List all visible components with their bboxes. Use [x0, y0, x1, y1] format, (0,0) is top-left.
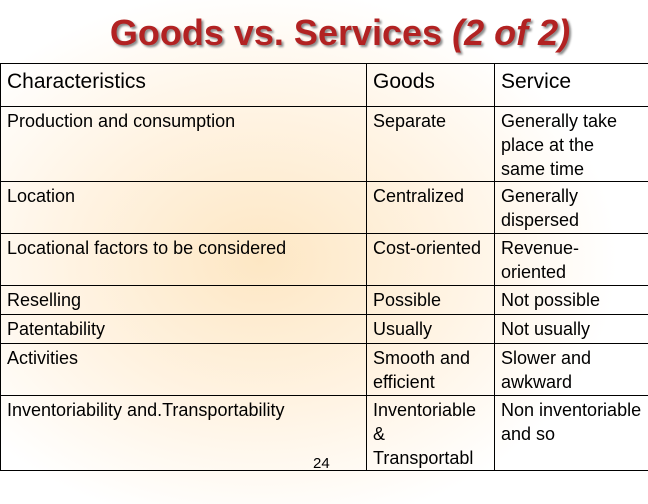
- row-goods: Centralized: [366, 181, 495, 234]
- row-characteristic: Inventoriability and.Transportability: [0, 395, 367, 471]
- header-service: Service: [494, 63, 648, 107]
- header-characteristics: Characteristics: [0, 63, 367, 107]
- table-row: Production and consumption Separate Gene…: [0, 106, 648, 182]
- row-goods: Inventoriable & Transportabl: [366, 395, 495, 471]
- row-characteristic: Activities: [0, 343, 367, 396]
- comparison-table: Characteristics Goods Service Production…: [0, 63, 648, 471]
- table-row: Location Centralized Generally dispersed: [0, 181, 648, 234]
- slide-title: Goods vs. Services (2 of 2): [0, 12, 648, 54]
- table-row: Patentability Usually Not usually: [0, 314, 648, 344]
- row-service: Revenue-oriented: [494, 233, 648, 286]
- row-characteristic: Location: [0, 181, 367, 234]
- row-service: Slower and awkward: [494, 343, 648, 396]
- table-row: Inventoriability and.Transportability In…: [0, 395, 648, 471]
- row-characteristic: Patentability: [0, 314, 367, 344]
- row-characteristic: Locational factors to be considered: [0, 233, 367, 286]
- row-service: Non inventoriable and so: [494, 395, 648, 471]
- row-goods: Possible: [366, 285, 495, 315]
- row-characteristic: Reselling: [0, 285, 367, 315]
- table-header-row: Characteristics Goods Service: [0, 63, 648, 107]
- page-number: 24: [313, 455, 330, 472]
- row-goods: Usually: [366, 314, 495, 344]
- row-goods: Cost-oriented: [366, 233, 495, 286]
- title-suffix: (2 of 2): [452, 12, 571, 53]
- table-row: Locational factors to be considered Cost…: [0, 233, 648, 286]
- header-goods: Goods: [366, 63, 495, 107]
- table-row: Activities Smooth and efficient Slower a…: [0, 343, 648, 396]
- row-service: Generally dispersed: [494, 181, 648, 234]
- row-service: Not usually: [494, 314, 648, 344]
- row-service: Generally take place at the same time: [494, 106, 648, 182]
- title-main: Goods vs. Services: [109, 12, 453, 53]
- table-row: Reselling Possible Not possible: [0, 285, 648, 315]
- row-characteristic: Production and consumption: [0, 106, 367, 182]
- row-service: Not possible: [494, 285, 648, 315]
- row-goods: Separate: [366, 106, 495, 182]
- row-goods: Smooth and efficient: [366, 343, 495, 396]
